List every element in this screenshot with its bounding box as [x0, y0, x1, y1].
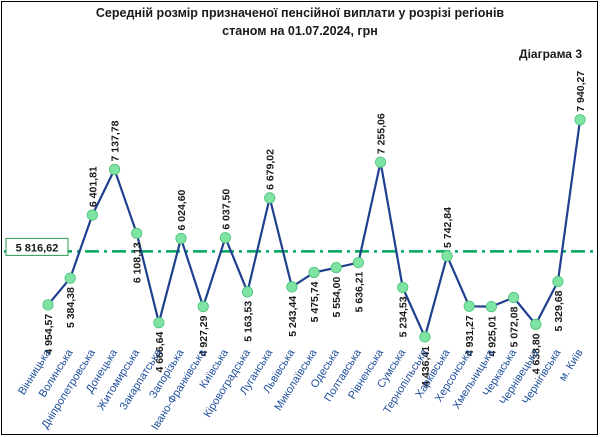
value-label: 6 024,60 — [176, 189, 188, 230]
value-label: 5 234,53 — [398, 296, 410, 337]
data-point — [441, 250, 453, 262]
data-point — [175, 232, 187, 245]
value-label: 4 954,57 — [43, 314, 55, 355]
data-point — [264, 192, 276, 204]
value-label: 6 037,50 — [220, 189, 232, 230]
data-point — [397, 281, 409, 294]
data-point — [241, 286, 254, 298]
value-label: 4 436,41 — [420, 346, 432, 387]
data-point — [374, 156, 387, 168]
data-point — [197, 300, 209, 313]
data-point — [463, 300, 475, 312]
value-label: 5 742,84 — [442, 207, 454, 248]
data-point — [507, 291, 520, 304]
value-label: 7 255,06 — [376, 113, 388, 154]
data-point — [485, 301, 497, 313]
chart-subtitle: Діаграма 3 — [519, 47, 582, 61]
value-label: 4 638,80 — [531, 333, 543, 374]
chart-title-line2: станом на 01.07.2024, грн — [222, 24, 378, 38]
average-label: 5 816,62 — [16, 242, 59, 254]
data-point — [530, 318, 542, 330]
data-point — [286, 281, 298, 293]
value-label: 5 329,68 — [553, 290, 565, 331]
data-point — [574, 114, 586, 126]
average-label-box — [5, 237, 69, 256]
value-label: 4 931,27 — [464, 315, 476, 356]
data-point — [219, 232, 231, 244]
value-label: 5 554,00 — [331, 276, 343, 317]
data-point — [419, 331, 431, 343]
value-label: 5 243,44 — [287, 296, 299, 337]
data-point — [108, 163, 121, 176]
value-label: 4 927,29 — [198, 315, 210, 356]
value-label: 5 475,74 — [309, 281, 321, 322]
value-label: 5 163,53 — [243, 301, 255, 342]
data-point — [308, 266, 320, 279]
data-point — [552, 275, 564, 288]
data-point — [86, 209, 98, 221]
value-label: 6 679,02 — [265, 149, 277, 190]
data-point — [352, 256, 364, 269]
value-label: 4 925,01 — [486, 315, 498, 356]
value-label: 5 384,38 — [65, 287, 77, 328]
data-point — [330, 262, 342, 274]
value-label: 4 666,64 — [154, 332, 166, 373]
value-label: 6 401,81 — [87, 166, 99, 207]
value-label: 5 072,08 — [509, 306, 521, 347]
chart-title: Середній розмір призначеної пенсійної ви… — [95, 6, 505, 20]
data-point — [153, 317, 165, 329]
data-points — [42, 114, 586, 343]
category-labels: ВінницькаВолинськаДніпропетровськаДонець… — [16, 346, 586, 432]
data-point — [42, 299, 54, 311]
data-point — [64, 272, 76, 284]
value-label: 7 940,27 — [575, 71, 587, 112]
value-label: 5 636,21 — [353, 271, 365, 312]
value-label: 7 137,78 — [110, 120, 122, 161]
value-labels: 4 954,57 5 384,38 6 401,81 7 137,78 6 108,13… — [43, 71, 587, 387]
data-point — [131, 227, 143, 239]
value-label: 6 108,13 — [132, 242, 144, 283]
